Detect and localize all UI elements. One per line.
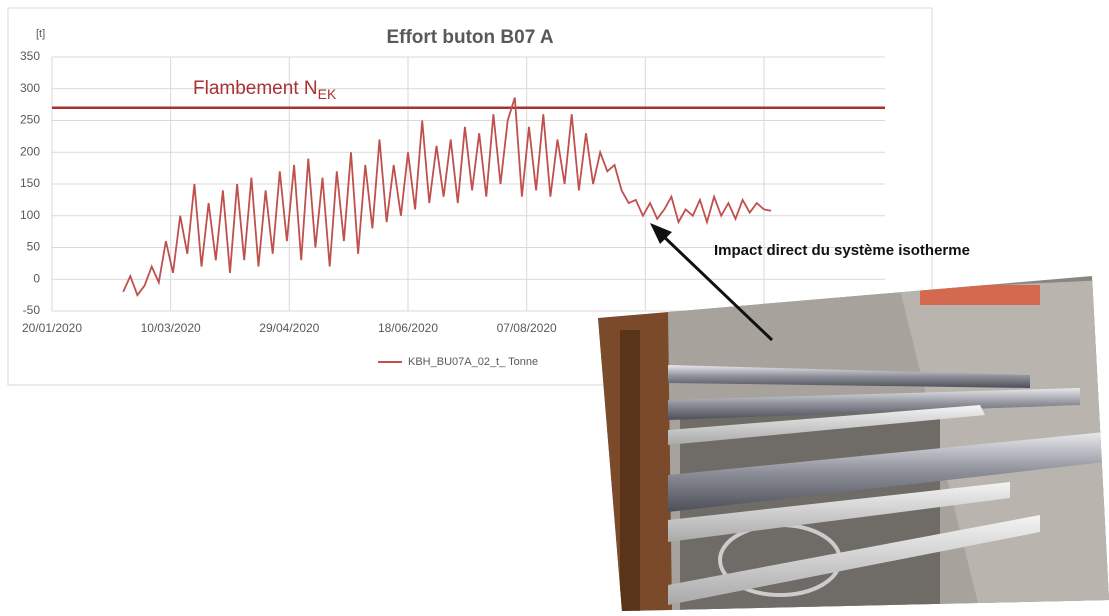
y-tick-label: 350 — [20, 49, 40, 63]
y-tick-label: 300 — [20, 81, 40, 95]
y-tick-label: 0 — [33, 271, 40, 285]
chart-title: Effort buton B07 A — [386, 27, 553, 48]
x-tick-label: 07/08/2020 — [497, 321, 557, 335]
x-tick-label: 10/03/2020 — [141, 321, 201, 335]
y-tick-label: -50 — [23, 303, 41, 317]
y-unit: [t] — [36, 28, 45, 40]
y-tick-label: 150 — [20, 176, 40, 190]
y-tick-label: 50 — [27, 240, 41, 254]
x-tick-label: 29/04/2020 — [259, 321, 319, 335]
chart: -50 0 50 100 150 200 250 300 350 20/01/2020 10/03/… — [0, 0, 1109, 611]
y-tick-label: 250 — [20, 113, 40, 127]
reference-label: Flambement NEK — [193, 78, 337, 102]
x-tick-label: 18/06/2020 — [378, 321, 438, 335]
y-tick-label: 100 — [20, 208, 40, 222]
photo — [598, 270, 1109, 611]
y-tick-label: 200 — [20, 144, 40, 158]
annotation: Impact direct du système isotherme — [714, 242, 970, 259]
x-tick-label: 20/01/2020 — [22, 321, 82, 335]
legend-label: KBH_BU07A_02_t_ Tonne — [408, 356, 538, 368]
